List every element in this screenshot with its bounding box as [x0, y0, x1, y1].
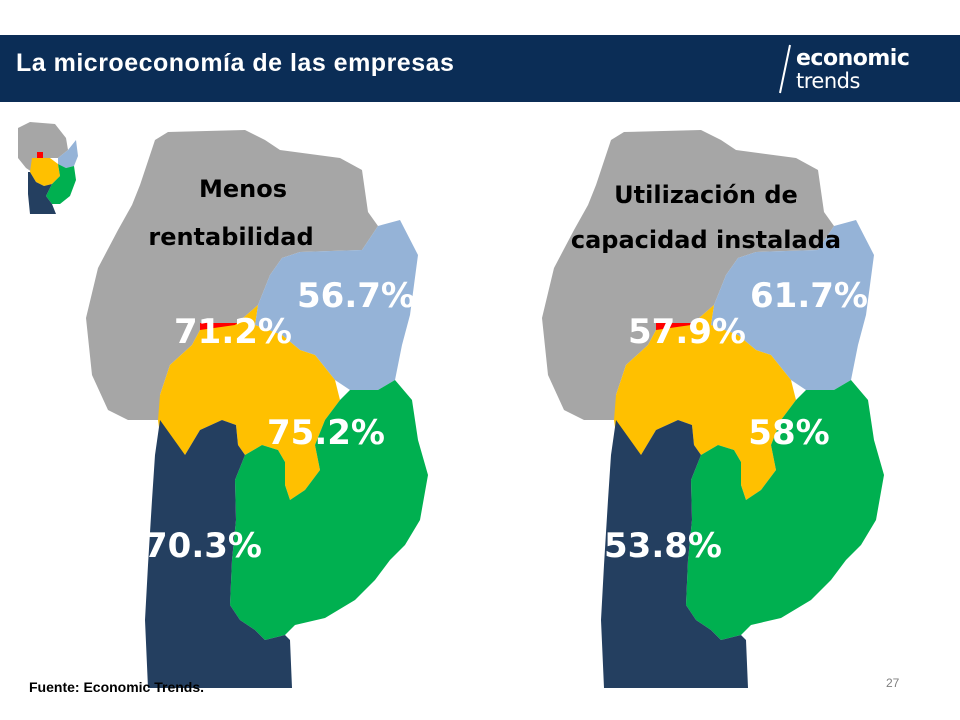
page-title: La microeconomía de las empresas	[16, 49, 455, 77]
value-center: 75.2%	[267, 413, 385, 453]
page-number: 27	[886, 676, 900, 690]
province-map-capacidad-shape	[542, 130, 884, 688]
mini-region-capital	[37, 152, 43, 158]
map-title-line2: rentabilidad	[148, 223, 313, 251]
mini-region-south	[46, 164, 76, 204]
mini-region-north	[18, 122, 68, 172]
value-center: 58%	[748, 413, 829, 453]
value-southwest: 70.3%	[144, 526, 262, 566]
value-capital: 71.2%	[174, 312, 292, 352]
map-title-line2: capacidad instalada	[571, 226, 841, 254]
brand-text-bottom: trends	[796, 69, 860, 93]
map-title-line1: Utilización de	[614, 181, 798, 209]
mini-map	[18, 122, 78, 214]
mini-region-west-south	[28, 172, 56, 214]
map-rentabilidad	[86, 130, 428, 688]
labels-capacidad: Utilización de capacidad instalada 61.7%…	[571, 181, 868, 566]
brand-logo: economic trends	[778, 43, 948, 95]
brand-slash-icon	[779, 44, 791, 94]
header-bar: La microeconomía de las empresas economi…	[0, 35, 960, 102]
source-note: Fuente: Economic Trends.	[29, 679, 205, 695]
brand-text-top: economic	[796, 46, 910, 71]
value-northeast: 61.7%	[750, 276, 868, 316]
value-southwest: 53.8%	[604, 526, 722, 566]
province-map-rentabilidad-shape	[86, 130, 428, 688]
mini-region-center	[30, 158, 60, 186]
value-capital: 57.9%	[628, 312, 746, 352]
map-capacidad	[542, 130, 884, 688]
mini-region-northeast	[58, 140, 78, 168]
value-northeast: 56.7%	[297, 276, 415, 316]
labels-rentabilidad: Menos rentabilidad 56.7% 71.2% 75.2% 70.…	[144, 175, 415, 566]
map-title-line1: Menos	[199, 175, 287, 203]
